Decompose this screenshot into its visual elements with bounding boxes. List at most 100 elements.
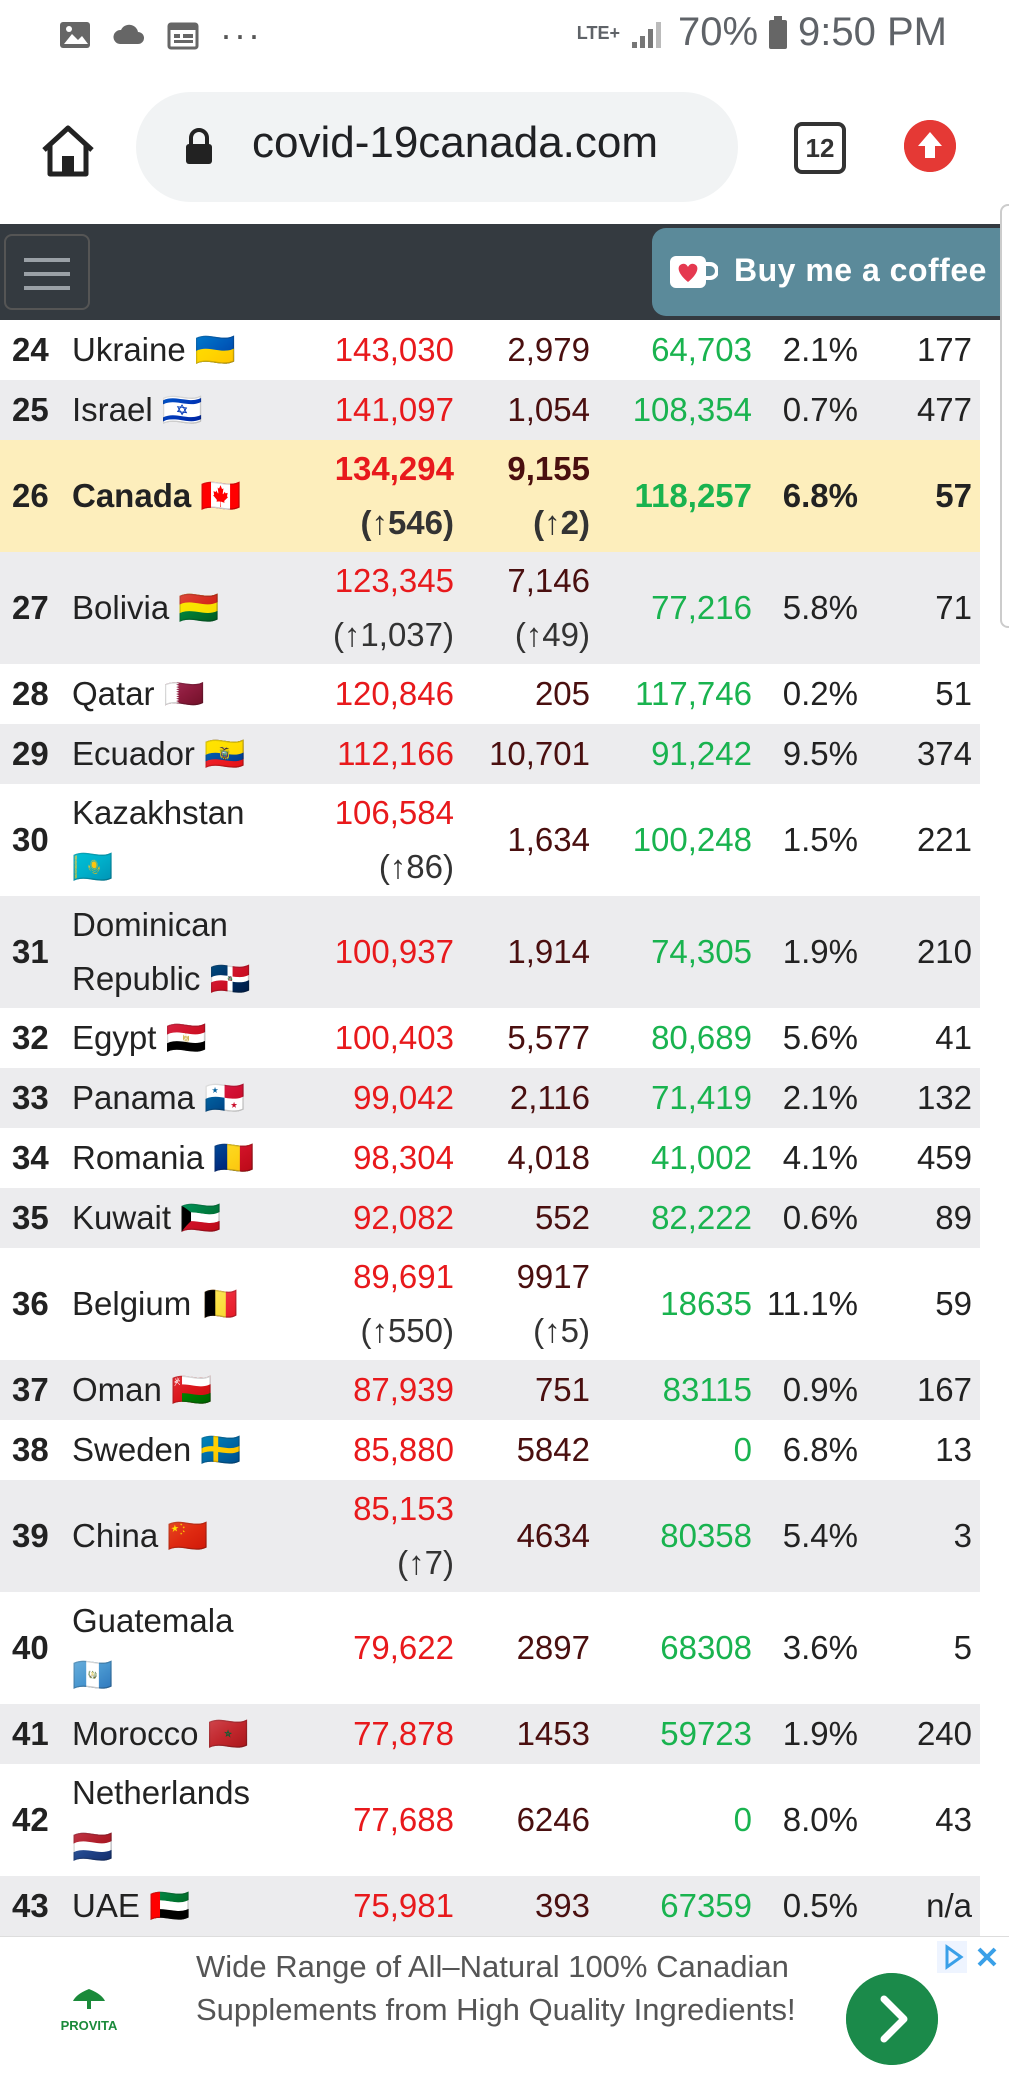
fatality-rate-cell: 9.5% [782, 735, 858, 772]
tests-cell: n/a [926, 1887, 972, 1924]
fatality-rate-cell: 6.8% [782, 477, 858, 514]
country-cell: Guatemala [72, 1602, 234, 1639]
recovered-cell: 83115 [662, 1371, 752, 1408]
country-cell: China 🇨🇳 [72, 1517, 209, 1554]
ad-choices-icon[interactable] [937, 1941, 1001, 1975]
rank-cell: 29 [12, 735, 49, 772]
cases-cell: 99,042 [353, 1079, 454, 1116]
tests-cell: 177 [916, 331, 972, 368]
advertiser-brand: PROVITA [60, 2018, 118, 2033]
country-cell: Sweden 🇸🇪 [72, 1431, 242, 1468]
recovered-cell: 82,222 [651, 1199, 752, 1236]
country-cell: Netherlands [72, 1774, 250, 1811]
recovered-cell: 68308 [660, 1629, 752, 1666]
country-cell: Bolivia 🇧🇴 [72, 589, 220, 626]
lock-icon[interactable] [184, 128, 214, 166]
recovered-cell: 118,257 [634, 477, 752, 514]
rank-cell: 28 [12, 675, 49, 712]
rank-cell: 24 [12, 331, 49, 368]
deaths-cell: 205 [534, 675, 590, 712]
cases-cell: 143,030 [334, 331, 454, 368]
status-bar: ··· LTE+ 70% 9:50 PM [0, 0, 1009, 68]
recovered-cell: 18635 [660, 1285, 752, 1322]
recovered-cell: 108,354 [632, 391, 752, 428]
cases-cell: 98,304 [353, 1139, 454, 1176]
rank-cell: 39 [12, 1517, 49, 1554]
url-text[interactable]: covid-19canada.com [252, 118, 659, 167]
ad-text[interactable]: Wide Range of All–Natural 100% Canadian … [196, 1949, 796, 2027]
ad-banner[interactable]: PROVITA Wide Range of All–Natural 100% C… [0, 1936, 1009, 2077]
tests-cell: 41 [935, 1019, 972, 1056]
deaths-cell: 552 [534, 1199, 590, 1236]
deaths-cell: 1,634 [507, 821, 590, 858]
tests-cell: 459 [916, 1139, 972, 1176]
tests-cell: 210 [916, 933, 972, 970]
update-icon[interactable] [904, 120, 956, 172]
country-cell: Ecuador 🇪🇨 [72, 735, 246, 772]
table-row: 39 China 🇨🇳 85,153 (↑7) 4634 80358 5.4% 3 [0, 1480, 980, 1592]
coffee-label: Buy me a coffee [734, 252, 987, 288]
tests-cell: 43 [935, 1801, 972, 1838]
table-row: 28 Qatar 🇶🇦 120,846 205 117,746 0.2% 51 [0, 664, 980, 724]
cases-delta: (↑546) [360, 504, 454, 541]
rank-cell: 31 [12, 933, 49, 970]
tests-cell: 374 [916, 735, 972, 772]
recovered-cell: 67359 [660, 1887, 752, 1924]
cases-cell: 106,584 [334, 794, 454, 831]
menu-icon[interactable] [4, 234, 90, 310]
deaths-cell: 1,914 [507, 933, 590, 970]
rank-cell: 41 [12, 1715, 49, 1752]
battery-percent: 70% [677, 10, 759, 54]
buy-me-a-coffee-button[interactable]: Buy me a coffee [652, 228, 1000, 316]
country-cell: Oman 🇴🇲 [72, 1371, 213, 1408]
cases-delta: (↑7) [397, 1544, 454, 1581]
deaths-delta: (↑5) [533, 1312, 590, 1349]
cases-cell: 85,153 [353, 1490, 454, 1527]
tests-cell: 71 [935, 589, 972, 626]
table-row: 37 Oman 🇴🇲 87,939 751 83115 0.9% 167 [0, 1360, 980, 1420]
rank-cell: 30 [12, 821, 49, 858]
chevron-right-icon[interactable] [846, 1973, 938, 2065]
tests-cell: 221 [916, 821, 972, 858]
cases-cell: 100,937 [334, 933, 454, 970]
cases-cell: 120,846 [334, 675, 454, 712]
table-row: 30 Kazakhstan 🇰🇿 106,584 (↑86) 1,634 100,248 1.… [0, 784, 980, 896]
fatality-rate-cell: 2.1% [782, 1079, 858, 1116]
fatality-rate-cell: 6.8% [782, 1431, 858, 1468]
table-row: 35 Kuwait 🇰🇼 92,082 552 82,222 0.6% 89 [0, 1188, 980, 1248]
rank-cell: 35 [12, 1199, 49, 1236]
cases-cell: 100,403 [334, 1019, 454, 1056]
coffee-cup-icon [670, 256, 718, 288]
tests-cell: 5 [953, 1629, 972, 1666]
country-cell-line2: 🇳🇱 [72, 1828, 114, 1865]
network-type: LTE+ [576, 22, 620, 43]
table-row: 34 Romania 🇷🇴 98,304 4,018 41,002 4.1% 459 [0, 1128, 980, 1188]
tests-cell: 167 [916, 1371, 972, 1408]
home-icon[interactable] [38, 120, 98, 180]
fatality-rate-cell: 8.0% [782, 1801, 858, 1838]
country-cell: Egypt 🇪🇬 [72, 1019, 207, 1056]
tests-cell: 3 [953, 1517, 972, 1554]
deaths-cell: 751 [534, 1371, 590, 1408]
deaths-cell: 7,146 [507, 562, 590, 599]
fatality-rate-cell: 0.6% [782, 1199, 858, 1236]
cases-cell: 75,981 [353, 1887, 454, 1924]
country-cell-line2: 🇬🇹 [72, 1656, 114, 1693]
fatality-rate-cell: 1.5% [782, 821, 858, 858]
advertiser-logo: PROVITA [54, 1987, 124, 2033]
fatality-rate-cell: 0.5% [782, 1887, 858, 1924]
deaths-cell: 5842 [516, 1431, 590, 1468]
cloud-icon [113, 24, 144, 44]
deaths-cell: 1,054 [507, 391, 590, 428]
tests-cell: 51 [935, 675, 972, 712]
fatality-rate-cell: 2.1% [782, 331, 858, 368]
tab-switcher-icon[interactable]: 12 [794, 122, 846, 174]
cases-delta: (↑550) [360, 1312, 454, 1349]
rank-cell: 40 [12, 1629, 49, 1666]
scrollbar[interactable] [1000, 204, 1009, 628]
cases-cell: 134,294 [334, 450, 454, 487]
rank-cell: 32 [12, 1019, 49, 1056]
deaths-delta: (↑49) [514, 616, 590, 653]
address-bar[interactable]: covid-19canada.com [136, 92, 738, 202]
table-row: 40 Guatemala 🇬🇹 79,622 2897 68308 3.6% 5 [0, 1592, 980, 1704]
